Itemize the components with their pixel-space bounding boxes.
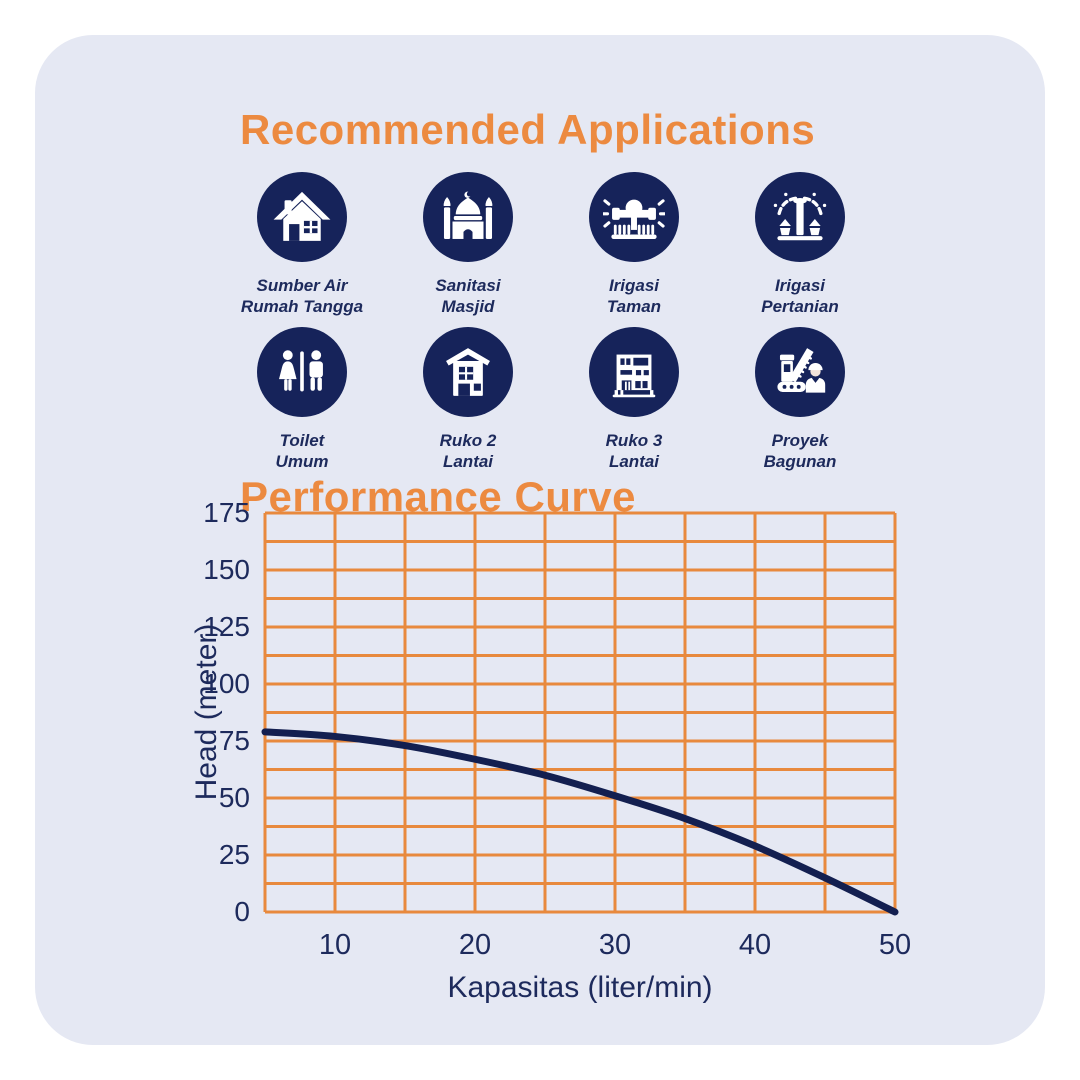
content-card: Recommended Applications Sumber Air Ruma… [35, 35, 1045, 1045]
app-label: Ruko 2 Lantai [439, 431, 497, 471]
app-label: Sumber Air Rumah Tangga [240, 276, 364, 316]
app-item-toilet-umum: Toilet Umum [219, 327, 385, 472]
applications-grid: Sumber Air Rumah Tangga [219, 172, 883, 472]
app-label: Irigasi Pertanian [761, 276, 839, 316]
app-label: Proyek Bagunan [763, 431, 837, 471]
mosque-icon [423, 172, 513, 262]
building-3-icon [589, 327, 679, 417]
app-item-ruko-2-lantai: Ruko 2 Lantai [385, 327, 551, 472]
app-item-irigasi-taman: Irigasi Taman [551, 172, 717, 317]
app-label: Sanitasi Masjid [435, 276, 501, 316]
applications-title: Recommended Applications [240, 106, 816, 153]
app-item-ruko-3-lantai: Ruko 3 Lantai [551, 327, 717, 472]
fountain-icon [755, 172, 845, 262]
building-2-icon [423, 327, 513, 417]
crane-worker-icon [755, 327, 845, 417]
app-item-sumber-air: Sumber Air Rumah Tangga [219, 172, 385, 317]
sprinkler-icon [589, 172, 679, 262]
app-item-irigasi-pertanian: Irigasi Pertanian [717, 172, 883, 317]
app-label: Ruko 3 Lantai [605, 431, 663, 471]
app-label: Toilet Umum [275, 431, 329, 471]
house-icon [257, 172, 347, 262]
app-item-sanitasi-masjid: Sanitasi Masjid [385, 172, 551, 317]
app-label: Irigasi Taman [606, 276, 662, 316]
toilet-icon [257, 327, 347, 417]
performance-title: Performance Curve [240, 473, 636, 520]
app-item-proyek-bagunan: Proyek Bagunan [717, 327, 883, 472]
